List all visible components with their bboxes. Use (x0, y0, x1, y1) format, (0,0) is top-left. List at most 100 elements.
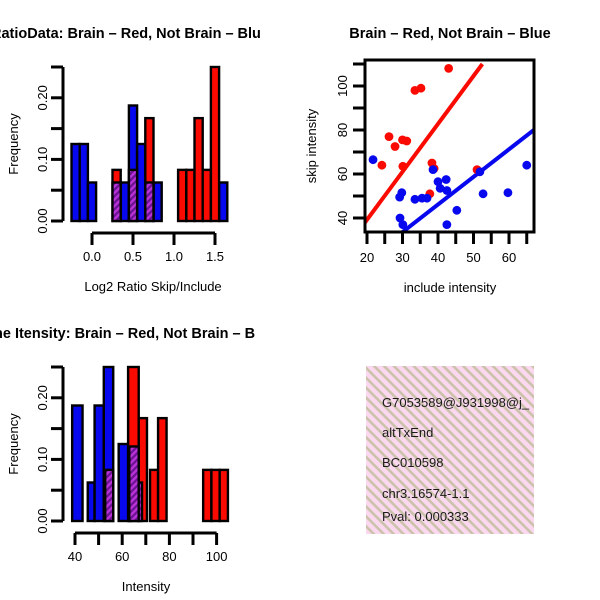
hist-bar-red (156, 416, 168, 523)
red-point (384, 132, 394, 142)
info-locus: chr3.16574-1.1 (382, 486, 469, 501)
intensity-hist-plot-area: 0.00 0.10 0.20 40 60 80 100 (35, 365, 230, 564)
info-pval: Pval: 0.000333 (382, 509, 469, 524)
x-tick-label: 1.5 (206, 249, 224, 264)
x-tick-label: 1.0 (165, 249, 183, 264)
blue-point (422, 193, 432, 203)
hist-bar-blue (135, 142, 147, 223)
red-point (390, 142, 400, 151)
blue-point (368, 155, 378, 165)
hist-bar-red (210, 468, 221, 523)
blue-point (397, 188, 407, 198)
hist-bar-overlap (137, 481, 144, 523)
hist-bar-red (185, 168, 196, 223)
x-tick-label: 0.0 (83, 249, 101, 264)
blue-point (441, 175, 451, 184)
y-tick-label: 100 (335, 75, 350, 97)
panel-intensity-scatter: Brain – Red, Not Brain – Blue skip inten… (304, 26, 551, 295)
intensity-hist-ylabel: Frequency (6, 413, 21, 475)
hist-bar-overlap (111, 181, 122, 223)
info-accession: BC010598 (382, 455, 443, 470)
panel-info-box: G7053589@J931998@j_ altTxEnd BC010598 ch… (366, 366, 534, 534)
hist-bar-red (218, 468, 230, 523)
hist-bar-blue (93, 404, 105, 523)
y-tick-label: 80 (335, 123, 350, 137)
blue-fit-line (401, 128, 534, 232)
hist-bar-blue (217, 181, 229, 223)
red-point (398, 161, 408, 171)
y-tick-label: 0.10 (35, 447, 50, 472)
x-tick-label: 0.5 (124, 249, 142, 264)
hist-bar-blue (119, 181, 131, 223)
blue-point (395, 213, 405, 223)
info-event-type: altTxEnd (382, 425, 433, 440)
plot-box (363, 58, 536, 234)
y-tick-label: 0.10 (35, 147, 50, 172)
fit-lines (365, 62, 534, 232)
x-tick-label: 50 (466, 250, 480, 265)
x-tick-label: 80 (162, 549, 176, 564)
scatter-xlabel: include intensity (404, 280, 497, 295)
hist-bar-red (193, 116, 204, 223)
info-box-background (366, 366, 534, 534)
hist-bar-red (148, 468, 160, 523)
x-tick-label: 20 (360, 250, 374, 265)
blue-point (522, 160, 532, 170)
blue-point (435, 183, 445, 193)
blue-point (452, 205, 462, 215)
hist-bar-red (201, 168, 213, 223)
hist-bar-blue (70, 404, 84, 523)
y-tick-label: 60 (335, 167, 350, 181)
hist-bar-red (201, 468, 213, 523)
x-tick-label: 40 (431, 250, 445, 265)
ratio-hist-ylabel: Frequency (6, 113, 21, 175)
y-tick-label: 0.00 (35, 508, 50, 533)
scatter-ylabel: skip intensity (304, 108, 319, 183)
ratio-hist-xlabel: Log2 Ratio Skip/Include (84, 279, 221, 294)
hist-bar-overlap (104, 468, 115, 523)
y-tick-label: 0.20 (35, 385, 50, 410)
hist-bar-overlap (128, 445, 140, 523)
blue-point (433, 177, 443, 187)
y-tick-label: 0.00 (35, 208, 50, 233)
blue-point (398, 220, 408, 230)
info-gene-id: G7053589@J931998@j_ (382, 395, 530, 410)
panel-ratio-histogram: RatioData: Brain – Red, Not Brain – Blu … (0, 26, 261, 294)
x-tick-label: 40 (68, 549, 82, 564)
blue-point (503, 188, 513, 198)
hist-bar-blue (152, 181, 163, 223)
blue-point (442, 220, 452, 230)
ratio-hist-title: RatioData: Brain – Red, Not Brain – Blu (0, 26, 261, 42)
panel-intensity-histogram: ne Itensity: Brain – Red, Not Brain – B … (0, 326, 255, 594)
red-point (402, 136, 412, 146)
red-point (416, 83, 426, 93)
y-tick-label: 0.20 (35, 85, 50, 110)
x-tick-label: 60 (115, 549, 129, 564)
blue-point (428, 165, 438, 175)
x-tick-label: 100 (206, 549, 228, 564)
blue-point (478, 189, 488, 199)
ratio-hist-plot-area: 0.00 0.10 0.20 0.0 0.5 1.0 1.5 (35, 65, 229, 264)
red-point (377, 160, 387, 170)
hist-bar-overlap (127, 168, 139, 223)
blue-point (410, 194, 420, 204)
red-fit-line (365, 62, 484, 224)
hist-bar-blue (86, 181, 98, 223)
y-tick-label: 40 (335, 211, 350, 225)
hist-bar-blue (78, 142, 90, 223)
blue-point (475, 167, 485, 177)
red-point (444, 64, 454, 73)
scatter-title: Brain – Red, Not Brain – Blue (349, 26, 550, 42)
intensity-hist-title: ne Itensity: Brain – Red, Not Brain – B (0, 326, 255, 342)
x-tick-label: 30 (395, 250, 409, 265)
hist-bar-red (176, 168, 188, 223)
scatter-plot-area: 20 30 40 50 60 40 60 80 100 (335, 58, 536, 265)
hist-bar-overlap (144, 181, 155, 223)
hist-bar-red (209, 65, 221, 223)
blue-point (442, 186, 452, 195)
hist-bar-blue (70, 142, 81, 223)
intensity-hist-xlabel: Intensity (122, 579, 171, 594)
x-tick-label: 60 (502, 250, 516, 265)
